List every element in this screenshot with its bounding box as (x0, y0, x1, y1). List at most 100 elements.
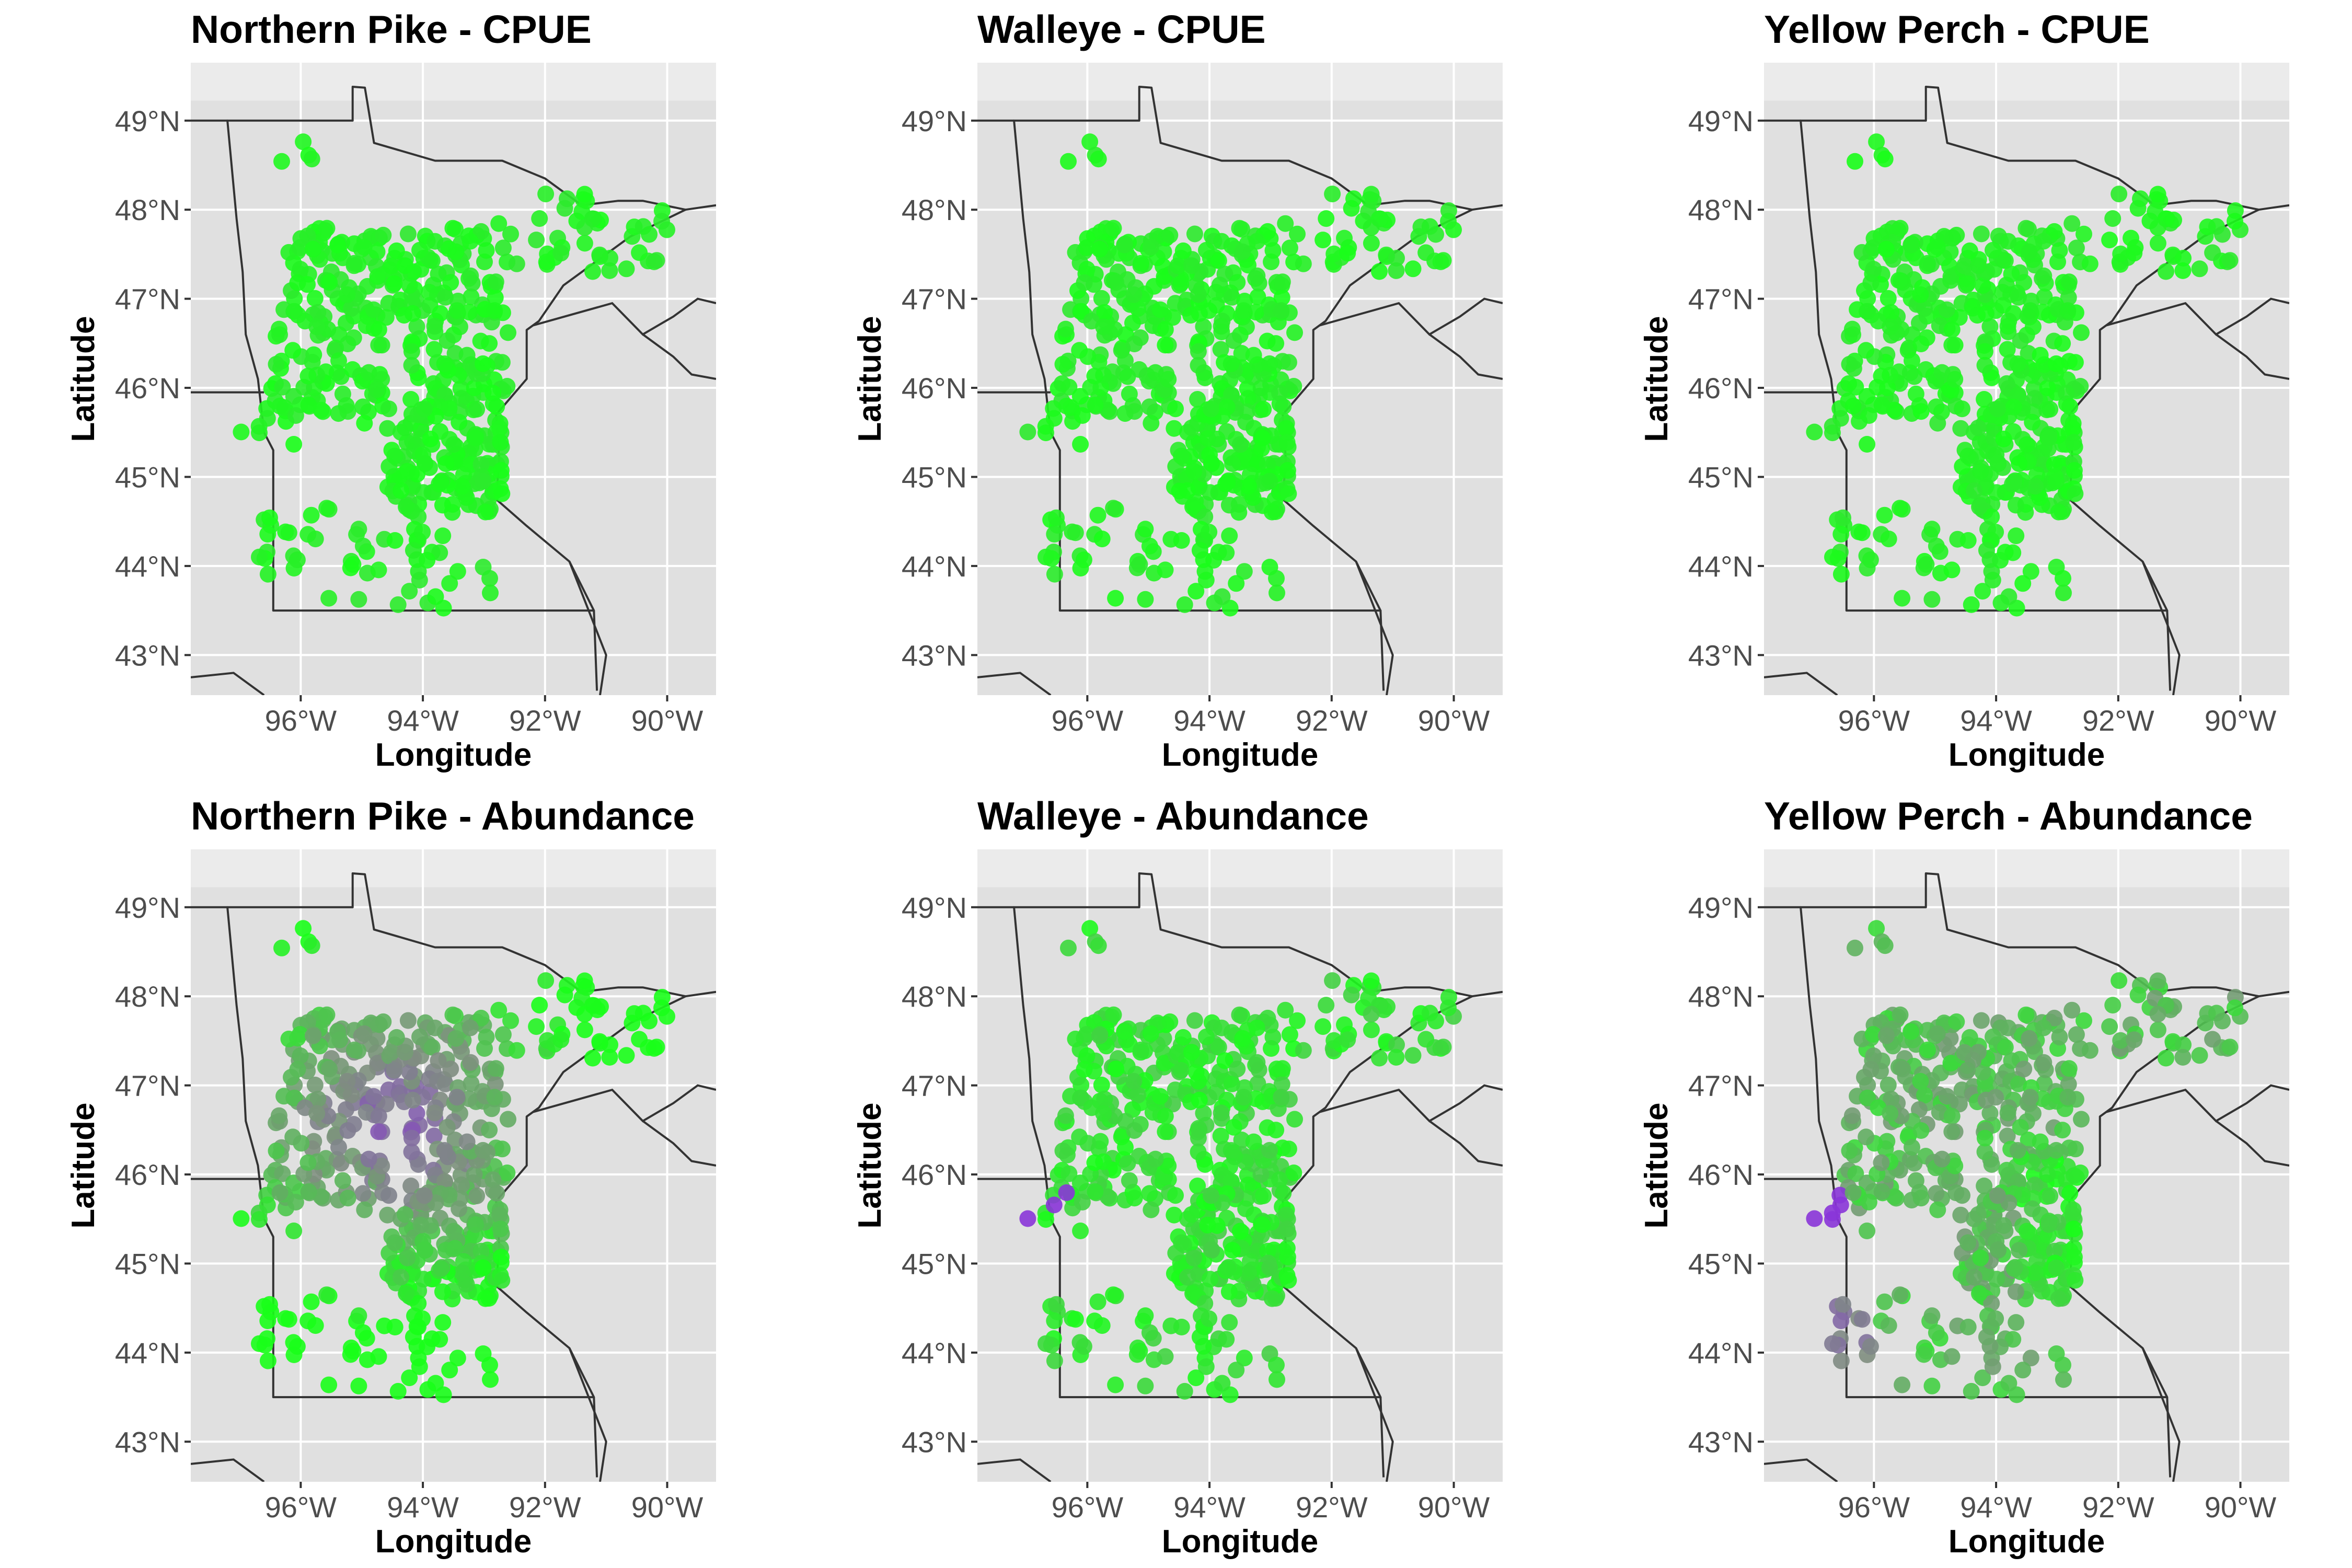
data-point (1859, 303, 1876, 320)
data-point (386, 532, 403, 549)
data-point (1147, 1150, 1164, 1168)
border-line (642, 1120, 716, 1167)
data-point (2014, 1362, 2032, 1379)
y-tick-label: 47°N (902, 283, 967, 316)
data-point (1268, 1356, 1285, 1374)
data-point (1976, 343, 1993, 360)
data-point (2065, 434, 2082, 451)
data-point (1236, 1350, 1253, 1367)
data-point (444, 1006, 462, 1023)
data-point (1904, 352, 1920, 370)
data-point (1404, 1047, 1422, 1064)
border-line (1355, 1347, 1394, 1482)
data-point (1212, 1127, 1229, 1145)
data-point (1228, 575, 1245, 592)
x-axis-label: Longitude (1162, 737, 1319, 773)
data-point (1873, 367, 1890, 385)
data-point (1916, 1087, 1933, 1104)
data-point (1137, 521, 1154, 538)
data-point (1923, 591, 1941, 608)
data-point (398, 1285, 414, 1302)
data-point (1196, 1156, 1214, 1173)
data-point (1974, 1064, 1991, 1080)
data-points (233, 920, 675, 1403)
data-point (1974, 583, 1991, 600)
data-point (370, 1123, 387, 1140)
data-point (1195, 318, 1212, 335)
data-point (291, 239, 308, 256)
y-tick-label: 44°N (115, 1336, 180, 1369)
data-point (1862, 1060, 1880, 1078)
x-axis-label: Longitude (1949, 1524, 2105, 1560)
data-point (396, 419, 413, 436)
data-point (404, 1091, 421, 1109)
data-point (1037, 548, 1054, 566)
data-point (1966, 482, 1982, 499)
data-point (308, 318, 326, 336)
data-point (416, 1241, 433, 1258)
y-tick-label: 44°N (902, 550, 967, 583)
data-point (454, 478, 470, 495)
data-point (1847, 378, 1864, 396)
data-point (1824, 1335, 1841, 1352)
data-point (493, 1272, 511, 1289)
data-point (487, 273, 504, 291)
data-point (1988, 1271, 2005, 1288)
data-point (1876, 151, 1894, 168)
data-point (416, 454, 433, 471)
data-point (1371, 263, 1388, 280)
x-tick-label: 92°W (509, 1491, 581, 1524)
data-point (1037, 424, 1054, 442)
data-point (2174, 262, 2192, 279)
data-point (350, 521, 367, 538)
data-point (2039, 1166, 2056, 1183)
data-point (1191, 1091, 1208, 1109)
data-point (1865, 1047, 1882, 1064)
data-point (2011, 455, 2028, 472)
data-point (1972, 463, 1989, 480)
data-point (1363, 972, 1380, 989)
data-point (1973, 1012, 1990, 1029)
data-point (373, 1157, 390, 1174)
data-point (356, 1201, 373, 1218)
data-point (339, 1122, 356, 1139)
data-point (1157, 1108, 1174, 1125)
data-point (414, 524, 431, 540)
data-point (1959, 1234, 1977, 1251)
data-point (1090, 151, 1107, 168)
data-point (309, 1090, 327, 1108)
data-point (339, 336, 356, 352)
data-point (368, 1030, 386, 1047)
data-point (377, 309, 395, 326)
x-axis-label: Longitude (375, 1524, 532, 1560)
data-point (2221, 252, 2239, 269)
border-line (532, 1084, 716, 1123)
data-point (358, 317, 375, 335)
data-point (1841, 1142, 1858, 1159)
data-point (492, 1220, 509, 1238)
data-point (1931, 317, 1948, 335)
data-point (2010, 289, 2027, 306)
y-tick-label: 44°N (1688, 1336, 1754, 1369)
data-point (1989, 1187, 2006, 1204)
data-point (291, 1026, 308, 1043)
data-point (1091, 240, 1108, 258)
data-point (2015, 1060, 2033, 1078)
data-point (1046, 526, 1063, 543)
data-point (2035, 233, 2052, 250)
data-point (1969, 1206, 1987, 1223)
data-point (2101, 232, 2118, 249)
data-point (268, 355, 285, 373)
data-point (2104, 997, 2122, 1014)
data-point (1216, 1052, 1233, 1069)
border-line (977, 672, 1052, 695)
panel-title: Northern Pike - Abundance (191, 794, 695, 838)
data-point (289, 551, 306, 569)
data-point (1832, 1312, 1850, 1329)
data-point (2007, 497, 2024, 514)
data-point (1126, 1122, 1143, 1139)
data-point (1095, 318, 1112, 336)
data-point (1873, 1154, 1890, 1171)
data-point (2061, 1184, 2079, 1202)
y-axis-label: Latitude (852, 316, 888, 442)
